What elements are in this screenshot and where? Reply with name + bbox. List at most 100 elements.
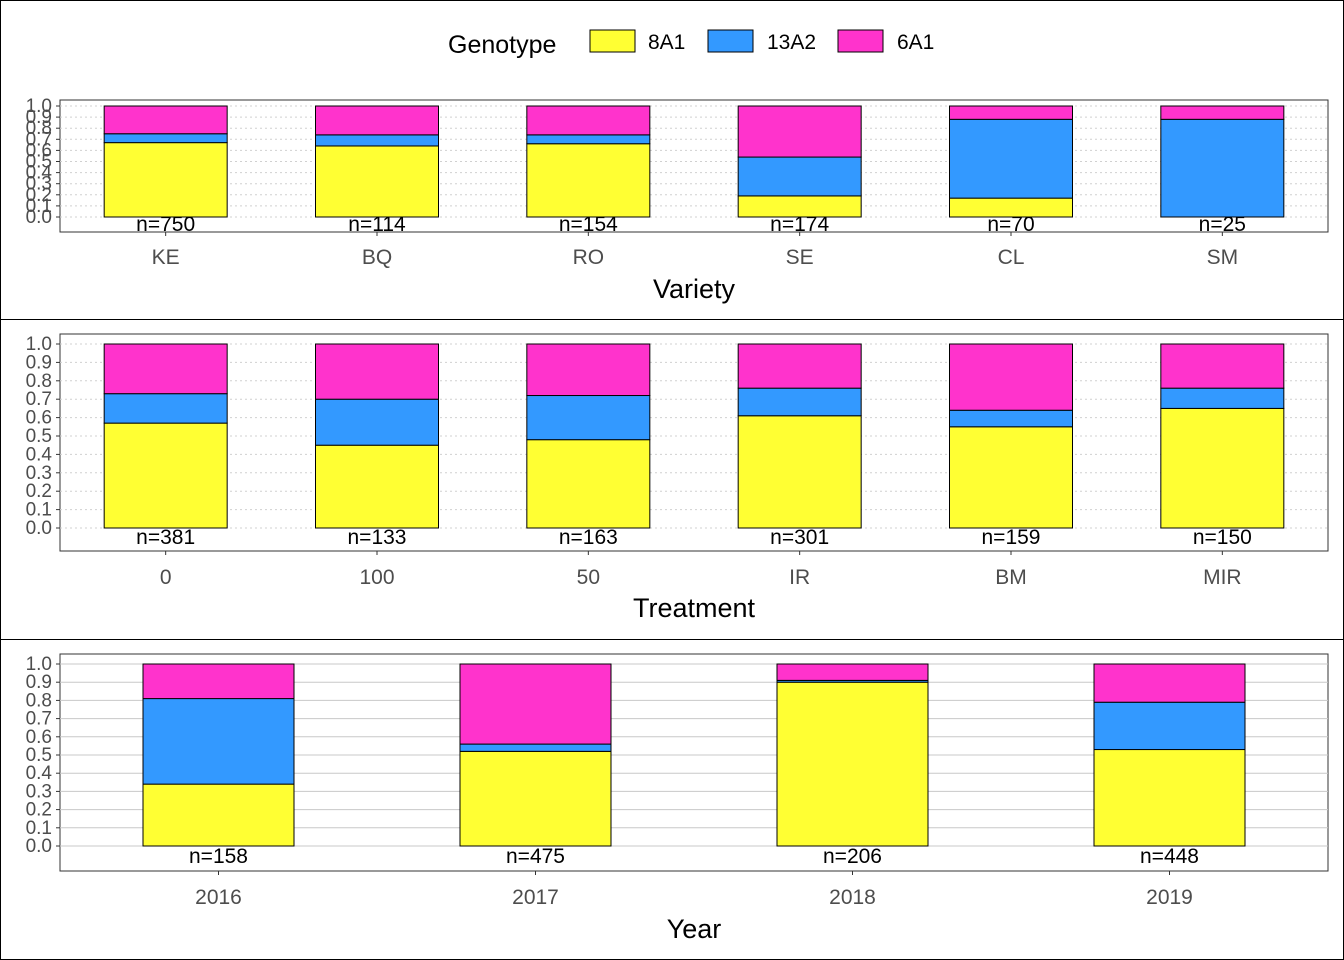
count-label: n=70 <box>987 213 1034 236</box>
y-tick-label: 0.1 <box>26 818 52 839</box>
x-tick-label: KE <box>152 246 180 269</box>
bar-2019-6a1 <box>1093 663 1246 703</box>
count-label: n=154 <box>559 213 618 236</box>
y-tick-label: 0.4 <box>26 444 53 465</box>
y-tick-label: 0.9 <box>26 107 52 128</box>
panel-variety: 0.00.10.20.30.40.50.60.70.80.91.0 KE n=750… <box>26 96 1329 304</box>
x-tick-label: SE <box>786 246 814 269</box>
bar-se-13a2 <box>737 156 862 197</box>
bar-ke-8a1 <box>103 142 228 218</box>
x-axis-title: Year <box>667 914 722 944</box>
y-tick-label: 0.4 <box>26 163 53 184</box>
x-tick-label: BM <box>995 566 1027 589</box>
panel-year: 0.00.10.20.30.40.50.60.70.80.91.0 2016 n=1… <box>26 653 1329 944</box>
legend-key-13a2 <box>707 29 754 53</box>
panel-treatment: 0.00.10.20.30.40.50.60.70.80.91.0 0 n=381 1… <box>26 333 1329 623</box>
y-tick-label: 0.6 <box>26 408 52 429</box>
count-label: n=174 <box>770 213 829 236</box>
count-label: n=448 <box>1140 845 1199 868</box>
x-tick-label: 2017 <box>512 886 559 909</box>
bar-2019-8a1 <box>1093 749 1246 847</box>
bar-mir-13a2 <box>1160 387 1285 409</box>
y-tick-label: 0.9 <box>26 672 52 693</box>
x-tick-label: RO <box>573 246 605 269</box>
y-tick-label: 0.7 <box>26 129 52 150</box>
bar-cl-13a2 <box>949 118 1073 199</box>
bar-cl-6a1 <box>949 105 1073 120</box>
chart-panels: 0.00.10.20.30.40.50.60.70.80.91.0KEn=750… <box>26 96 1329 944</box>
y-tick-label: 0.3 <box>26 781 52 802</box>
bar-bq-13a2 <box>315 134 439 147</box>
bar-sm-6a1 <box>1160 105 1285 120</box>
y-tick-label: 0.8 <box>26 371 52 392</box>
bar-2017-8a1 <box>459 750 612 847</box>
bar-2019-13a2 <box>1093 701 1246 751</box>
bar-0-13a2 <box>103 393 228 424</box>
bar-100-8a1 <box>315 444 439 529</box>
count-label: n=475 <box>506 845 565 868</box>
y-tick-label: 0.2 <box>26 185 52 206</box>
x-axis-title: Treatment <box>633 593 756 623</box>
legend-label-6a1: 6A1 <box>897 31 934 54</box>
y-tick-label: 0.6 <box>26 140 52 161</box>
legend-key-6a1 <box>837 29 884 53</box>
y-tick-label: 0.0 <box>26 207 52 228</box>
bar-ro-13a2 <box>526 134 651 145</box>
y-tick-label: 0.5 <box>26 426 52 447</box>
count-label: n=133 <box>348 526 407 549</box>
bar-ir-13a2 <box>737 387 862 417</box>
y-tick-label: 0.5 <box>26 745 52 766</box>
bar-2017-6a1 <box>459 663 612 745</box>
count-label: n=163 <box>559 526 618 549</box>
bar-ro-8a1 <box>526 143 651 218</box>
y-tick-label: 1.0 <box>26 334 52 355</box>
legend-key-8a1 <box>589 29 636 53</box>
count-label: n=114 <box>348 213 406 236</box>
bar-0-8a1 <box>103 422 228 529</box>
count-label: n=25 <box>1199 213 1246 236</box>
x-tick-label: IR <box>789 566 810 589</box>
x-tick-label: 2019 <box>1146 886 1193 909</box>
x-tick-label: BQ <box>362 246 392 269</box>
y-tick-label: 0.4 <box>26 763 53 784</box>
x-axis-title: Variety <box>653 274 736 304</box>
count-label: n=301 <box>770 526 829 549</box>
bar-50-13a2 <box>526 395 651 441</box>
x-tick-label: 50 <box>577 566 600 589</box>
y-tick-label: 0.3 <box>26 463 52 484</box>
count-label: n=150 <box>1193 526 1252 549</box>
bar-ir-8a1 <box>737 415 862 529</box>
bar-mir-6a1 <box>1160 343 1285 389</box>
x-tick-label: 0 <box>160 566 172 589</box>
bar-ir-6a1 <box>737 343 862 389</box>
bar-ro-6a1 <box>526 105 651 136</box>
x-tick-label: SM <box>1207 246 1239 269</box>
y-tick-label: 0.8 <box>26 118 52 139</box>
y-tick-label: 0.6 <box>26 727 52 748</box>
legend-label-8a1: 8A1 <box>648 31 685 54</box>
legend: Genotype 8A1 13A2 6A1 <box>448 29 934 59</box>
y-tick-label: 0.8 <box>26 690 52 711</box>
bar-bm-13a2 <box>949 409 1073 428</box>
y-tick-label: 1.0 <box>26 96 52 117</box>
legend-title: Genotype <box>448 31 556 59</box>
bar-2018-6a1 <box>776 663 929 681</box>
y-tick-label: 1.0 <box>26 654 52 675</box>
bar-0-6a1 <box>103 343 228 395</box>
bar-100-6a1 <box>315 343 439 400</box>
panel-border <box>59 99 1329 233</box>
bar-bm-6a1 <box>949 343 1073 411</box>
y-tick-label: 0.1 <box>26 196 52 217</box>
y-tick-label: 0.0 <box>26 836 52 857</box>
count-label: n=159 <box>982 526 1041 549</box>
y-tick-label: 0.0 <box>26 518 52 539</box>
count-label: n=381 <box>136 526 195 549</box>
y-tick-label: 0.5 <box>26 152 52 173</box>
bar-2017-13a2 <box>459 743 612 752</box>
bar-ke-13a2 <box>103 133 228 144</box>
y-tick-label: 0.3 <box>26 174 52 195</box>
bar-sm-13a2 <box>1160 118 1285 218</box>
bar-bm-8a1 <box>949 426 1073 529</box>
bar-mir-8a1 <box>1160 407 1285 529</box>
